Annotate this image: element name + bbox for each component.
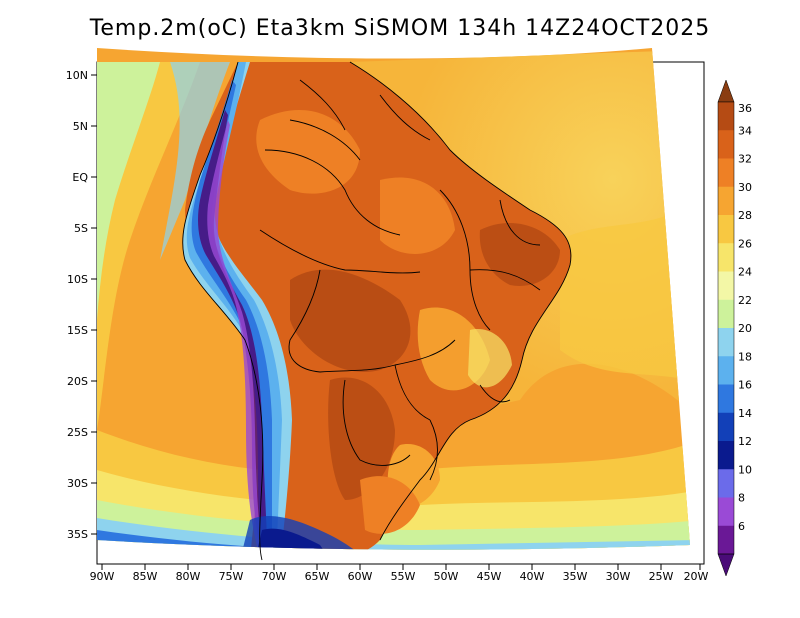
lon-tick-label-60w: 60W <box>348 570 373 583</box>
colorbar-segment <box>718 525 734 555</box>
colorbar-segment <box>718 356 734 385</box>
lat-tick-label-5n: 5N <box>73 120 88 133</box>
colorbar-segment <box>718 215 734 244</box>
colorbar-segment <box>718 130 734 159</box>
colorbar-segment <box>718 328 734 357</box>
colorbar-label: 16 <box>738 379 752 392</box>
lat-tick-label-5s: 5S <box>74 222 88 235</box>
latitude-axis: 10N 5N EQ 5S 10S 15S 20S 25S 30S 35S <box>66 69 97 541</box>
lat-tick-label-10s: 10S <box>67 273 88 286</box>
political-borders <box>182 61 572 561</box>
lat-tick-label-30s: 30S <box>67 477 88 490</box>
colorbar-label: 30 <box>738 181 752 194</box>
lon-tick-label-30w: 30W <box>606 570 631 583</box>
colorbar-segment <box>718 412 734 442</box>
colorbar-label: 22 <box>738 294 752 307</box>
lat-tick-label-20s: 20S <box>67 375 88 388</box>
colorbar-label: 6 <box>738 520 745 533</box>
colorbar-label: 10 <box>738 463 752 476</box>
lat-tick-label: 10N <box>66 69 97 82</box>
colorbar-label: 28 <box>738 209 752 222</box>
colorbar-segment <box>718 158 734 188</box>
colorbar-min-triangle <box>717 553 735 577</box>
colorbar-label: 26 <box>738 237 752 250</box>
colorbar-segment <box>718 271 734 301</box>
colorbar-label: 32 <box>738 153 752 166</box>
lon-tick-label-35w: 35W <box>563 570 588 583</box>
lat-tick-label-25s: 25S <box>67 426 88 439</box>
colorbar-label: 20 <box>738 322 752 335</box>
lon-tick-label-55w: 55W <box>391 570 416 583</box>
lat-tick-label-10n: 10N <box>66 69 88 82</box>
lon-tick-label-40w: 40W <box>520 570 545 583</box>
lon-tick-label-70w: 70W <box>262 570 287 583</box>
colorbar-label: 14 <box>738 407 752 420</box>
colorbar-max-triangle <box>717 79 735 103</box>
colorbar-segment <box>718 441 734 470</box>
colorbar-segment <box>718 469 734 498</box>
lon-tick-label-45w: 45W <box>477 570 502 583</box>
colorbar-segment <box>718 186 734 216</box>
colorbar-label: 36 <box>738 102 752 115</box>
colorbar: 36 34 32 30 28 26 24 22 20 18 16 14 12 10 8 6 <box>717 79 752 577</box>
temperature-field <box>97 48 690 550</box>
map-title: Temp.2m(oC) Eta3km SiSMOM 134h 14Z24OCT2… <box>89 16 711 41</box>
lon-tick-label-90w: 90W <box>90 570 115 583</box>
lon-tick-label-25w: 25W <box>649 570 674 583</box>
colorbar-segment <box>718 102 734 131</box>
colorbar-label: 18 <box>738 350 752 363</box>
lon-tick-label-85w: 85W <box>133 570 158 583</box>
longitude-axis: 90W 85W 80W 75W 70W 65W 60W 55W 50W 45W … <box>90 564 709 583</box>
lat-tick-label-eq: EQ <box>72 171 88 184</box>
colorbar-segment <box>718 243 734 272</box>
lon-tick-label-65w: 65W <box>305 570 330 583</box>
lon-tick-label-50w: 50W <box>434 570 459 583</box>
colorbar-segment <box>718 299 734 329</box>
lon-tick-label-75w: 75W <box>219 570 244 583</box>
colorbar-label: 8 <box>738 492 745 505</box>
colorbar-label: 24 <box>738 266 752 279</box>
lat-tick-label-35s: 35S <box>67 528 88 541</box>
lat-tick-label-15s: 15S <box>67 324 88 337</box>
colorbar-segment <box>718 384 734 414</box>
colorbar-label: 12 <box>738 435 752 448</box>
colorbar-label: 34 <box>738 124 752 137</box>
lon-tick-label-80w: 80W <box>176 570 201 583</box>
colorbar-segment <box>718 497 734 527</box>
lon-tick-label-20w: 20W <box>684 570 709 583</box>
